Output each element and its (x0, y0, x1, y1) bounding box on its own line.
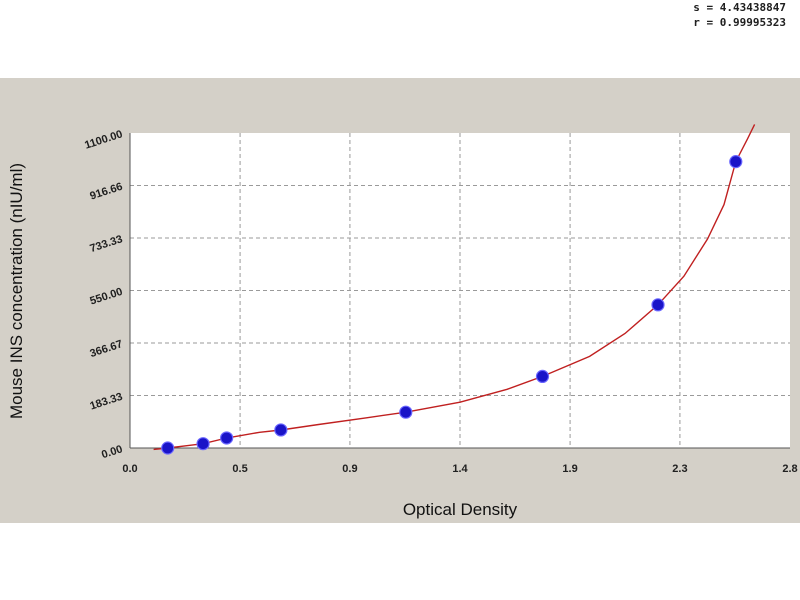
x-axis-label: Optical Density (403, 500, 518, 519)
x-tick-label: 0.9 (342, 463, 357, 475)
y-tick-label: 0.00 (100, 443, 124, 461)
data-point (651, 298, 665, 312)
stat-r: r = 0.99995323 (693, 16, 786, 29)
x-tick-label: 2.8 (782, 463, 797, 475)
data-point (729, 155, 743, 169)
y-tick-label: 183.33 (88, 391, 124, 413)
x-tick-label: 0.5 (232, 463, 247, 475)
y-axis-label: Mouse INS concentration (nIU/ml) (7, 163, 26, 419)
y-tick-label: 1100.00 (83, 128, 124, 152)
x-tick-label: 2.3 (672, 463, 687, 475)
data-point (161, 441, 175, 455)
x-tick-label: 1.9 (562, 463, 577, 475)
fit-statistics: s = 4.43438847 r = 0.99995323 (693, 0, 786, 30)
chart-svg: 0.0 0.5 0.9 1.4 1.9 2.3 2.8 0.00 183.33 366.67 55… (7, 124, 798, 519)
y-tick-label: 366.67 (88, 338, 124, 360)
data-point (196, 437, 210, 451)
fit-curve-line (153, 124, 756, 451)
y-tick-label: 916.66 (88, 181, 124, 203)
stat-s: s = 4.43438847 (693, 1, 786, 14)
data-point (220, 431, 234, 445)
data-point (399, 405, 413, 419)
data-point (274, 423, 288, 437)
chart-figure: 0.0 0.5 0.9 1.4 1.9 2.3 2.8 0.00 183.33 366.67 55… (0, 78, 800, 523)
y-tick-label: 733.33 (88, 233, 124, 255)
y-tick-label: 550.00 (88, 286, 124, 308)
data-point (535, 369, 550, 384)
x-tick-label: 0.0 (122, 463, 137, 475)
x-tick-label: 1.4 (452, 463, 468, 475)
